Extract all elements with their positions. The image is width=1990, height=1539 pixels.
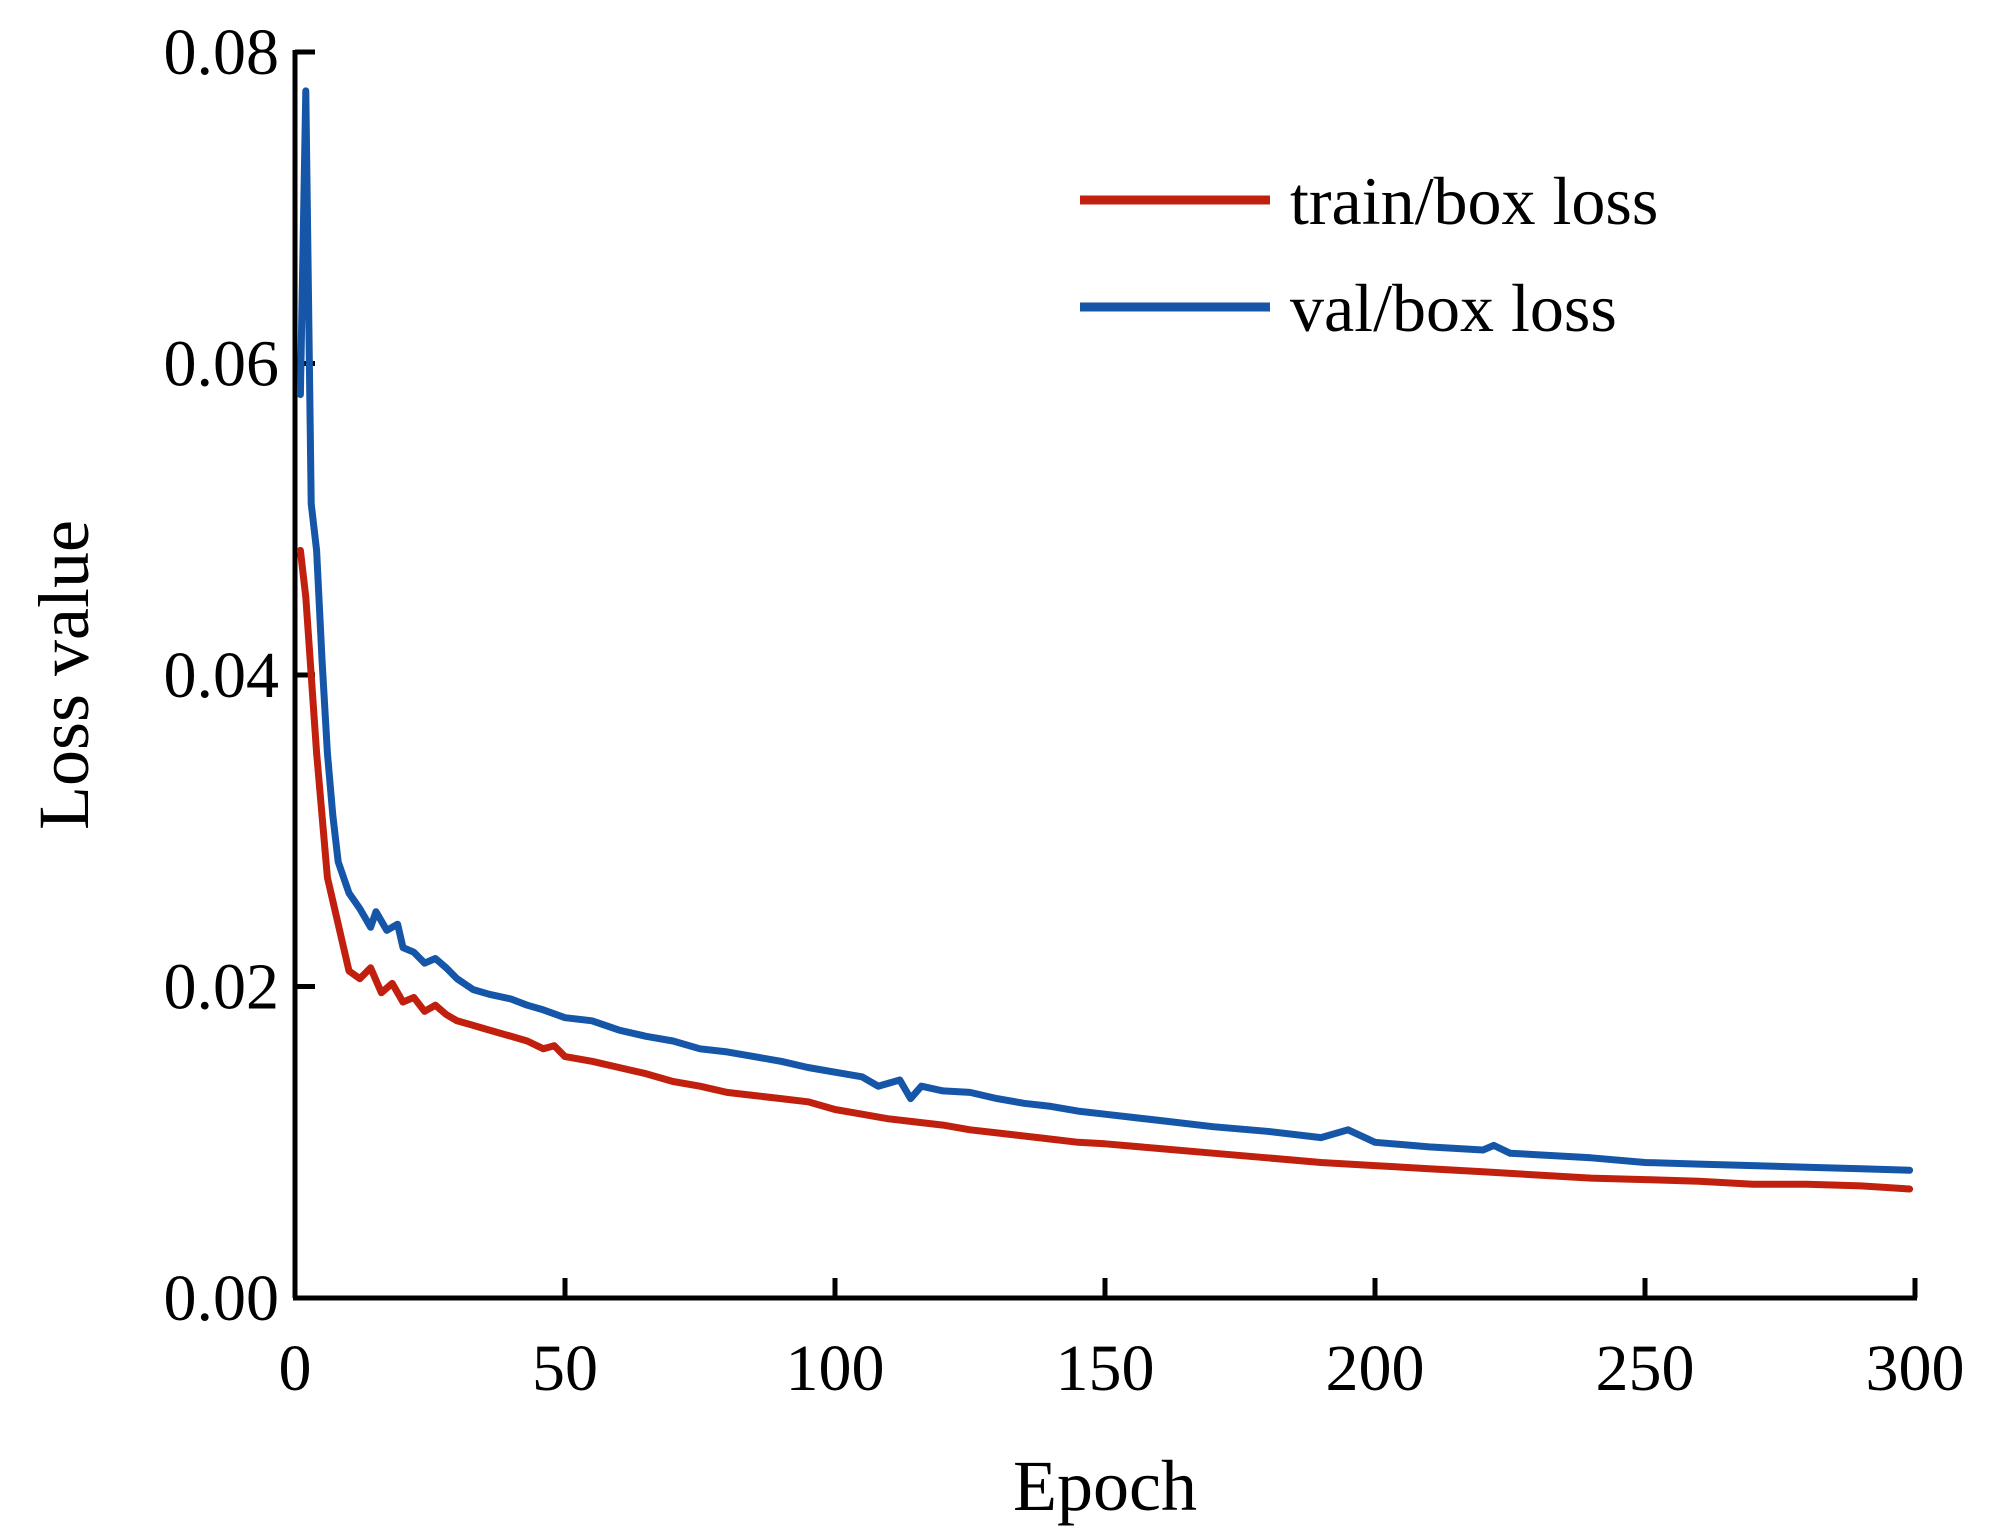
ticks: 0 50 100 150 200 250 300 0.00 0.02 0.04 0.06 0.08 (164, 16, 1965, 1405)
y-tick-label: 0.06 (164, 328, 280, 401)
x-axis-title: Epoch (1013, 1446, 1197, 1526)
legend: train/box loss val/box loss (1080, 163, 1658, 346)
legend-label-1: val/box loss (1290, 270, 1617, 346)
series-lines (296, 87, 1914, 1193)
x-tick-label: 150 (1056, 1332, 1155, 1405)
series-line-1 (296, 87, 1914, 1174)
y-tick-label: 0.04 (164, 639, 280, 712)
legend-label-0: train/box loss (1290, 163, 1658, 239)
y-axis-title: Loss value (24, 520, 104, 830)
x-tick-label: 200 (1326, 1332, 1425, 1405)
x-tick-label: 50 (532, 1332, 598, 1405)
x-tick-label: 250 (1596, 1332, 1695, 1405)
y-tick-label: 0.02 (164, 951, 280, 1024)
y-tick-label: 0.00 (164, 1262, 280, 1335)
x-tick-label: 300 (1866, 1332, 1965, 1405)
x-tick-label: 0 (279, 1332, 312, 1405)
x-tick-label: 100 (786, 1332, 885, 1405)
y-tick-label: 0.08 (164, 16, 280, 89)
series-line-0 (296, 546, 1914, 1193)
